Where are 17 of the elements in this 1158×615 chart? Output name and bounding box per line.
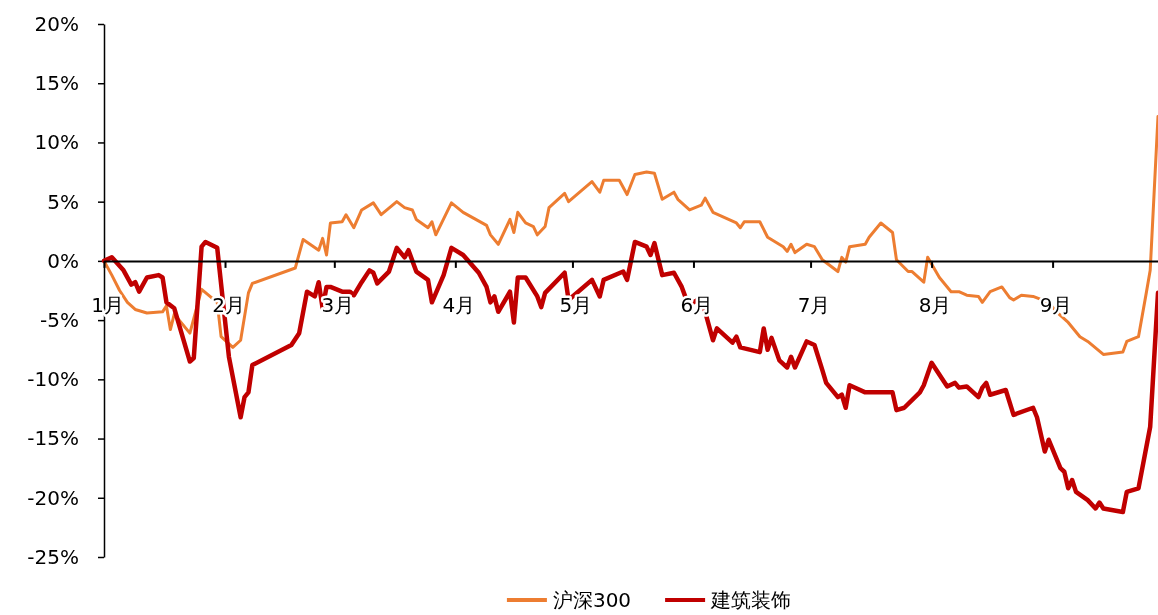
y-tick-label: 10% xyxy=(34,130,79,155)
legend-label: 建筑装饰 xyxy=(710,588,792,612)
y-tick-label: 15% xyxy=(34,71,79,96)
x-tick-label: 5月 xyxy=(559,293,593,318)
y-tick-label: 20% xyxy=(34,11,79,36)
y-tick-label: 5% xyxy=(47,189,79,214)
y-tick-label: -20% xyxy=(27,485,79,510)
y-tick-label: -25% xyxy=(27,544,79,569)
y-tick-label: -5% xyxy=(40,308,79,333)
x-tick-label: 7月 xyxy=(797,293,831,318)
legend-label: 沪深300 xyxy=(552,588,632,612)
y-tick-label: -10% xyxy=(27,367,79,392)
x-tick-label: 4月 xyxy=(442,293,476,318)
x-tick-label: 1月 xyxy=(91,293,124,318)
y-tick-label: -15% xyxy=(27,426,79,451)
y-tick-label: 0% xyxy=(47,248,79,273)
x-tick-label: 8月 xyxy=(918,293,952,318)
